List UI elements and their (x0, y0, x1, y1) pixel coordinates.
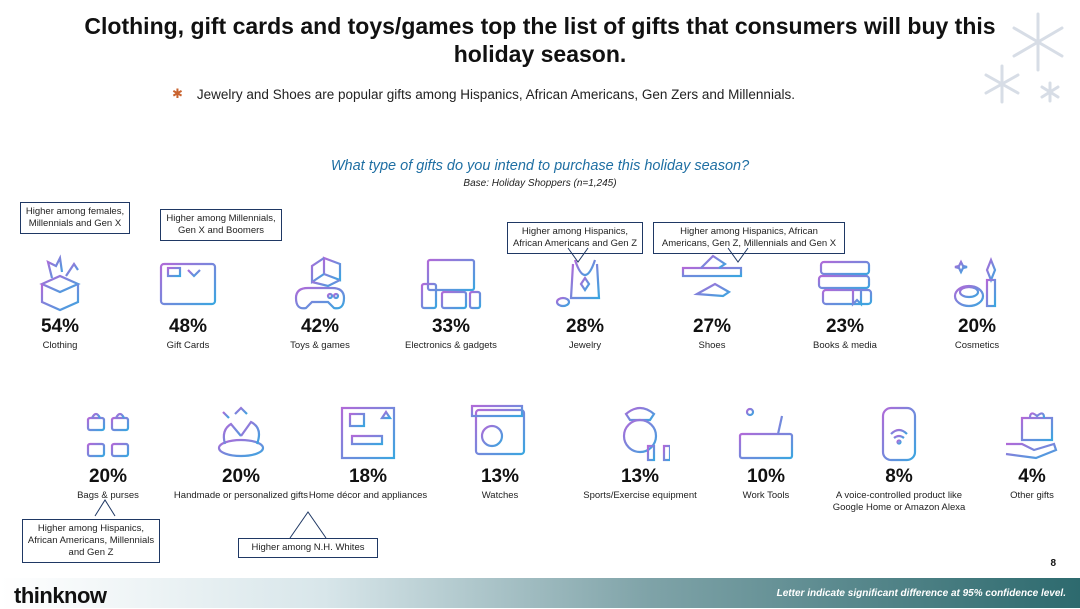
game-controller-icon (294, 256, 346, 310)
value-label: 20% (221, 466, 261, 487)
category-label: A voice-controlled product like Google H… (832, 490, 966, 513)
category-label: Jewelry (568, 340, 602, 351)
toolbox-icon (738, 407, 794, 460)
gift-item-gift-cards: 48% Gift Cards (118, 254, 258, 352)
category-label: Toys & games (290, 340, 350, 351)
page-number: 8 (1050, 558, 1056, 569)
snowflake-icon (984, 12, 1064, 104)
watch-gift-box-icon (470, 404, 526, 456)
value-label: 48% (168, 316, 208, 337)
footer-bar (0, 578, 1080, 608)
category-label: Cosmetics (954, 340, 1000, 351)
category-label: Clothing (42, 340, 78, 351)
gift-item-voice-assistant: 8% A voice-controlled product like Googl… (829, 404, 969, 514)
callout-bags: Higher among Hispanics, African American… (22, 519, 160, 563)
value-label: 20% (88, 466, 128, 487)
category-label: Books & media (813, 340, 877, 351)
value-label: 33% (431, 316, 471, 337)
category-label: Bags & purses (77, 490, 139, 501)
category-label: Gift Cards (166, 340, 210, 351)
gift-item-books: 23% Books & media (775, 254, 915, 352)
shoe-shelf-icon (681, 254, 743, 308)
category-label: Shoes (698, 340, 726, 351)
electronics-devices-icon (420, 258, 482, 310)
gift-item-handmade: 20% Handmade or personalized gifts (171, 404, 311, 502)
category-label: Handmade or personalized gifts (173, 490, 309, 501)
bullet-text: Jewelry and Shoes are popular gifts amon… (196, 86, 795, 102)
value-label: 54% (40, 316, 80, 337)
category-label: Work Tools (742, 490, 790, 501)
value-label: 13% (480, 466, 520, 487)
cosmetics-icon (953, 257, 997, 308)
necklace-display-icon (555, 259, 605, 310)
gift-item-shoes: 27% Shoes (642, 254, 782, 352)
gift-item-watches: 13% Watches (430, 404, 570, 502)
gift-item-sports: 13% Sports/Exercise equipment (570, 404, 710, 502)
hands-crafting-icon (217, 406, 265, 458)
category-label: Electronics & gadgets (405, 340, 497, 351)
footer-note: Letter indicate significant difference a… (776, 588, 1066, 599)
gift-item-cosmetics: 20% Cosmetics (907, 254, 1047, 352)
value-label: 4% (1018, 466, 1046, 487)
value-label: 10% (746, 466, 786, 487)
gift-item-work-tools: 10% Work Tools (696, 404, 836, 502)
books-stack-icon (817, 260, 873, 307)
bullet-point: ✱ Jewelry and Shoes are popular gifts am… (172, 86, 795, 102)
value-label: 20% (957, 316, 997, 337)
value-label: 13% (620, 466, 660, 487)
survey-base: Base: Holiday Shoppers (n=1,245) (463, 178, 617, 189)
value-label: 42% (300, 316, 340, 337)
callout-clothing: Higher among females, Millennials and Ge… (20, 202, 130, 234)
callout-shoes: Higher among Hispanics, African American… (653, 222, 845, 254)
callout-gift-cards: Higher among Millennials, Gen X and Boom… (160, 209, 282, 241)
category-label: Watches (481, 490, 519, 501)
survey-question: What type of gifts do you intend to purc… (330, 158, 750, 174)
value-label: 23% (825, 316, 865, 337)
gift-item-other: 4% Other gifts (962, 404, 1080, 502)
gift-item-clothing: 54% Clothing (0, 254, 130, 352)
value-label: 8% (885, 466, 913, 487)
category-label: Home décor and appliances (308, 490, 428, 501)
gift-item-electronics: 33% Electronics & gadgets (381, 254, 521, 352)
living-room-icon (340, 406, 396, 460)
callout-jewelry: Higher among Hispanics, African American… (507, 222, 643, 254)
gift-item-home-decor: 18% Home décor and appliances (298, 404, 438, 502)
hand-gift-icon (1005, 412, 1058, 460)
category-label: Sports/Exercise equipment (583, 490, 697, 501)
gingerbread-man-icon: ✱ (172, 86, 183, 101)
gift-card-icon (159, 262, 217, 306)
value-label: 27% (692, 316, 732, 337)
smart-speaker-icon (881, 406, 917, 462)
gift-item-toys-games: 42% Toys & games (250, 254, 390, 352)
bags-shelf-icon (80, 406, 136, 460)
clothing-gift-box-icon (39, 254, 81, 312)
value-label: 18% (348, 466, 388, 487)
thinknow-logo: thinknow (14, 583, 107, 608)
gift-item-bags: 20% Bags & purses (38, 404, 178, 502)
callout-home-decor: Higher among N.H. Whites (238, 538, 378, 558)
gift-item-jewelry: 28% Jewelry (515, 254, 655, 352)
category-label: Other gifts (1010, 490, 1054, 501)
slide-title: Clothing, gift cards and toys/games top … (84, 13, 996, 67)
value-label: 28% (565, 316, 605, 337)
kettlebell-dumbbell-icon (622, 406, 670, 462)
